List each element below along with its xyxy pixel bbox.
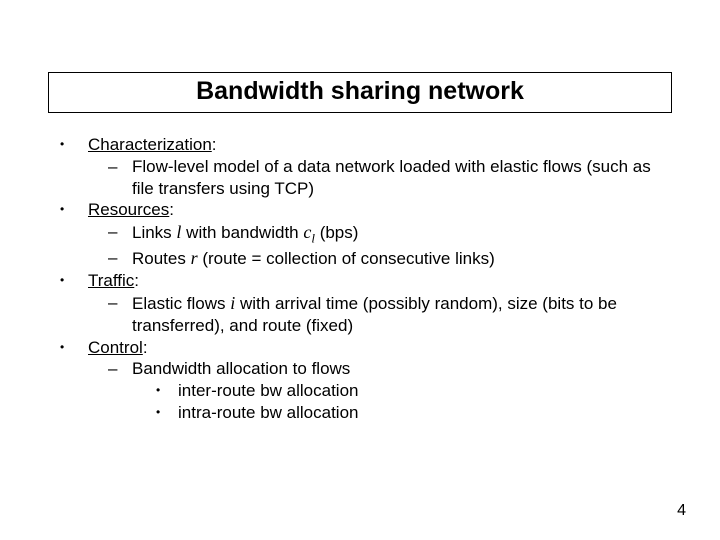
slide-title: Bandwidth sharing network	[196, 77, 524, 105]
bullet-resources-sub1: – Links l with bandwidth cl (bps)	[108, 221, 670, 247]
page-number: 4	[677, 502, 686, 520]
dash-icon: –	[108, 221, 132, 247]
traffic-sub1-pre: Elastic flows	[132, 294, 230, 313]
bullet-resources: • Resources:	[60, 199, 670, 221]
bullet-control: • Control:	[60, 337, 670, 359]
bullet-dot-icon: •	[60, 270, 88, 292]
control-sub1-text: Bandwidth allocation to flows	[132, 358, 670, 380]
var-r: r	[191, 248, 198, 268]
slide: Bandwidth sharing network • Characteriza…	[0, 0, 720, 540]
title-box: Bandwidth sharing network	[48, 72, 672, 113]
bullet-control-sub1b: • intra-route bw allocation	[156, 402, 670, 424]
dash-icon: –	[108, 156, 132, 200]
resources-sub2-post: (route = collection of consecutive links…	[198, 249, 495, 268]
bullet-characterization: • Characterization:	[60, 134, 670, 156]
bullet-control-sub1: – Bandwidth allocation to flows	[108, 358, 670, 380]
bullet-resources-sub2: – Routes r (route = collection of consec…	[108, 247, 670, 270]
dash-icon: –	[108, 247, 132, 270]
bullet-dot-icon: •	[60, 199, 88, 221]
resources-sub1-mid: with bandwidth	[181, 223, 303, 242]
resources-sub1-post: (bps)	[315, 223, 358, 242]
control-sub1b-text: intra-route bw allocation	[178, 402, 670, 424]
bullet-dot-icon: •	[60, 134, 88, 156]
slide-content: • Characterization: – Flow-level model o…	[60, 134, 670, 424]
bullet-characterization-sub1: – Flow-level model of a data network loa…	[108, 156, 670, 200]
resources-label: Resources	[88, 200, 169, 219]
bullet-traffic-sub1: – Elastic flows i with arrival time (pos…	[108, 292, 670, 337]
characterization-sub1-text: Flow-level model of a data network loade…	[132, 156, 670, 200]
bullet-dot-icon: •	[156, 380, 178, 402]
dash-icon: –	[108, 292, 132, 337]
control-sub1a-text: inter-route bw allocation	[178, 380, 670, 402]
traffic-label: Traffic	[88, 271, 134, 290]
bullet-dot-icon: •	[156, 402, 178, 424]
control-label: Control	[88, 338, 143, 357]
resources-sub1-pre: Links	[132, 223, 176, 242]
resources-sub2-pre: Routes	[132, 249, 191, 268]
characterization-label: Characterization	[88, 135, 212, 154]
bullet-dot-icon: •	[60, 337, 88, 359]
bullet-control-sub1a: • inter-route bw allocation	[156, 380, 670, 402]
dash-icon: –	[108, 358, 132, 380]
bullet-traffic: • Traffic:	[60, 270, 670, 292]
